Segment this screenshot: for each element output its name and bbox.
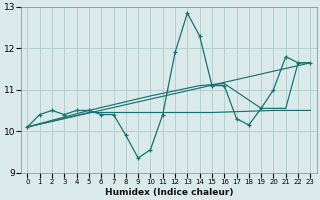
X-axis label: Humidex (Indice chaleur): Humidex (Indice chaleur) [105,188,233,197]
